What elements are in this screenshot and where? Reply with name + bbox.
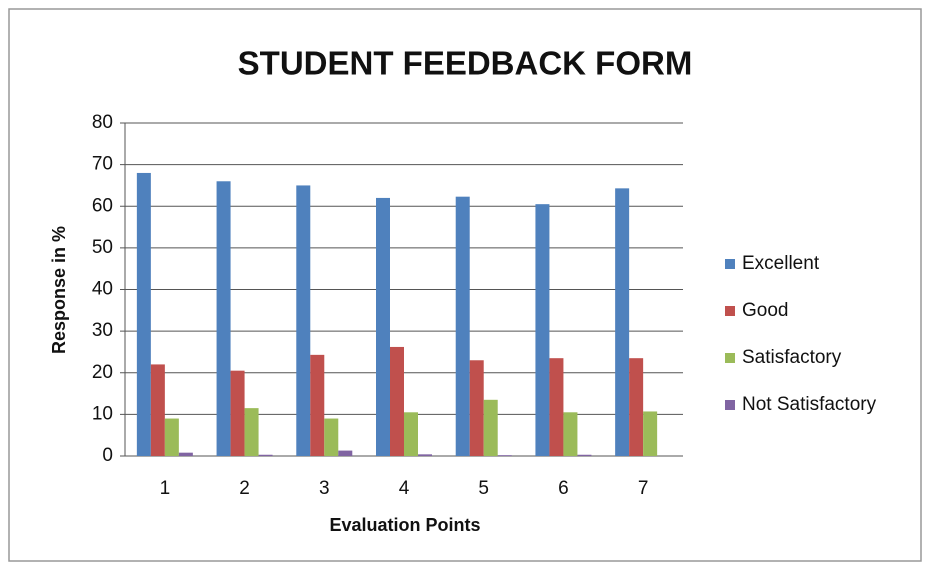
- bar: [483, 399, 498, 456]
- bar: [629, 358, 644, 456]
- y-tick-label: 60: [92, 195, 113, 216]
- bar: [390, 346, 404, 456]
- x-tick-label: 5: [478, 478, 489, 499]
- y-axis-label: Response in %: [49, 226, 69, 354]
- bar: [164, 418, 179, 456]
- bar: [258, 454, 273, 456]
- y-tick-label: 70: [92, 154, 113, 175]
- x-tick-label: 1: [160, 478, 171, 499]
- bar: [418, 454, 432, 456]
- legend-label: Satisfactory: [742, 347, 842, 368]
- y-tick-label: 0: [102, 445, 113, 466]
- legend-swatch: [725, 353, 735, 363]
- y-tick-label: 50: [92, 237, 113, 258]
- legend-label: Excellent: [742, 253, 820, 274]
- bar: [216, 181, 231, 456]
- legend-label: Good: [742, 300, 788, 321]
- y-tick-label: 40: [92, 279, 113, 300]
- y-tick-label: 10: [92, 403, 113, 424]
- bar: [178, 452, 193, 456]
- legend-swatch: [725, 259, 735, 269]
- x-tick-label: 2: [239, 478, 250, 499]
- bar: [549, 358, 564, 456]
- bar: [615, 188, 630, 456]
- x-tick-label: 3: [319, 478, 330, 499]
- bar: [230, 370, 245, 456]
- x-axis-label: Evaluation Points: [329, 515, 480, 535]
- bar: [535, 204, 550, 456]
- bar: [497, 455, 512, 456]
- x-tick-label: 7: [638, 478, 649, 499]
- bar: [136, 172, 151, 456]
- bar: [376, 197, 390, 457]
- x-tick-label: 4: [399, 478, 410, 499]
- bar: [296, 185, 311, 456]
- bar: [469, 360, 484, 456]
- bar: [324, 418, 339, 456]
- bar: [310, 354, 325, 456]
- bar: [404, 412, 418, 456]
- y-tick-label: 30: [92, 320, 113, 341]
- bar: [643, 411, 658, 456]
- y-tick-label: 20: [92, 362, 113, 383]
- chart-title: STUDENT FEEDBACK FORM: [238, 45, 693, 82]
- bar: [577, 454, 592, 456]
- bar: [338, 450, 353, 456]
- bar: [563, 412, 578, 456]
- legend-swatch: [725, 306, 735, 316]
- legend-swatch: [725, 400, 735, 410]
- bar: [244, 408, 259, 456]
- y-tick-label: 80: [92, 112, 113, 133]
- bar: [150, 364, 165, 456]
- bar: [455, 196, 470, 456]
- legend-label: Not Satisfactory: [742, 394, 877, 415]
- x-tick-label: 6: [558, 478, 569, 499]
